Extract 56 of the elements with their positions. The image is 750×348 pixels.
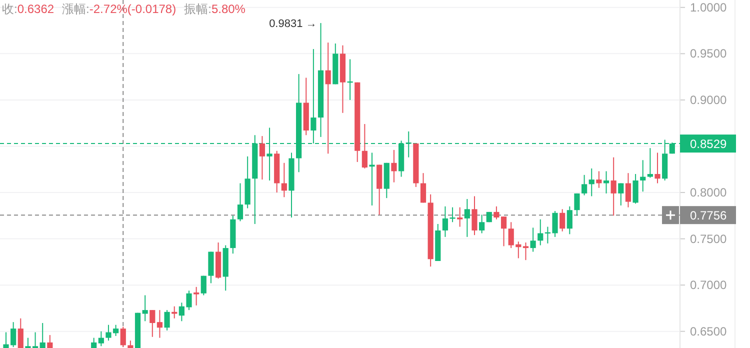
ref-line-label: 0.8529: [690, 137, 728, 152]
candlestick: [156, 310, 163, 338]
candlestick: [47, 334, 53, 348]
candlestick: [200, 275, 206, 296]
candlestick: [618, 182, 624, 206]
candlestick: [647, 148, 653, 178]
candlestick: [588, 168, 594, 197]
candlestick: [581, 174, 588, 196]
ref-line-label: 0.7756: [690, 208, 728, 223]
candlestick: [391, 149, 397, 183]
candlestick: [40, 322, 46, 348]
candlestick: [522, 242, 529, 261]
candlestick: [603, 170, 610, 194]
candlestick: [464, 198, 470, 238]
candlestick: [142, 294, 148, 322]
candlestick: [479, 214, 485, 234]
candlestick: [457, 206, 463, 228]
candlestick: [120, 326, 126, 348]
annotation: 振幅:5.80%: [184, 2, 246, 16]
y-tick-label: 0.9000: [690, 92, 728, 107]
candlestick: [325, 42, 331, 154]
y-tick-label: 1.0000: [690, 0, 728, 14]
candlestick: [610, 156, 616, 216]
candlestick: [654, 152, 660, 184]
candlestick: [172, 306, 178, 319]
candlestick: [362, 124, 368, 169]
candlestick: [625, 172, 632, 208]
candlestick: [150, 310, 156, 338]
candlestick: [98, 330, 104, 347]
candlestick: [566, 206, 572, 235]
y-tick-label: 0.7000: [690, 278, 728, 292]
candlestick: [596, 170, 602, 188]
candlestick: [369, 152, 375, 206]
candlestick: [164, 310, 170, 331]
candlestick: [194, 286, 200, 306]
candlestick: [632, 174, 638, 204]
candlestick: [442, 206, 448, 238]
candlestick: [237, 182, 244, 222]
candlestick: [259, 136, 266, 180]
annotation: 0.9831 →: [269, 18, 317, 30]
candlestick: [530, 227, 536, 252]
annotation: 收:0.6362: [2, 2, 54, 16]
annotation: 漲幅:-2.72%(-0.0178): [62, 2, 176, 16]
candlestick: [420, 172, 426, 204]
candlestick: [18, 318, 24, 348]
y-tick-label: 0.7500: [690, 232, 728, 246]
y-tick-label: 0.6500: [690, 324, 728, 338]
candlestick: [640, 160, 646, 192]
candlestick: [91, 337, 97, 348]
candlestick: [560, 208, 566, 232]
candlestick: [472, 196, 478, 236]
candlestick: [574, 192, 580, 216]
candlestick: [281, 162, 287, 198]
candlestick: [538, 218, 544, 246]
y-tick-label: 0.9500: [690, 46, 728, 61]
y-tick-label: 0.8000: [690, 186, 728, 200]
